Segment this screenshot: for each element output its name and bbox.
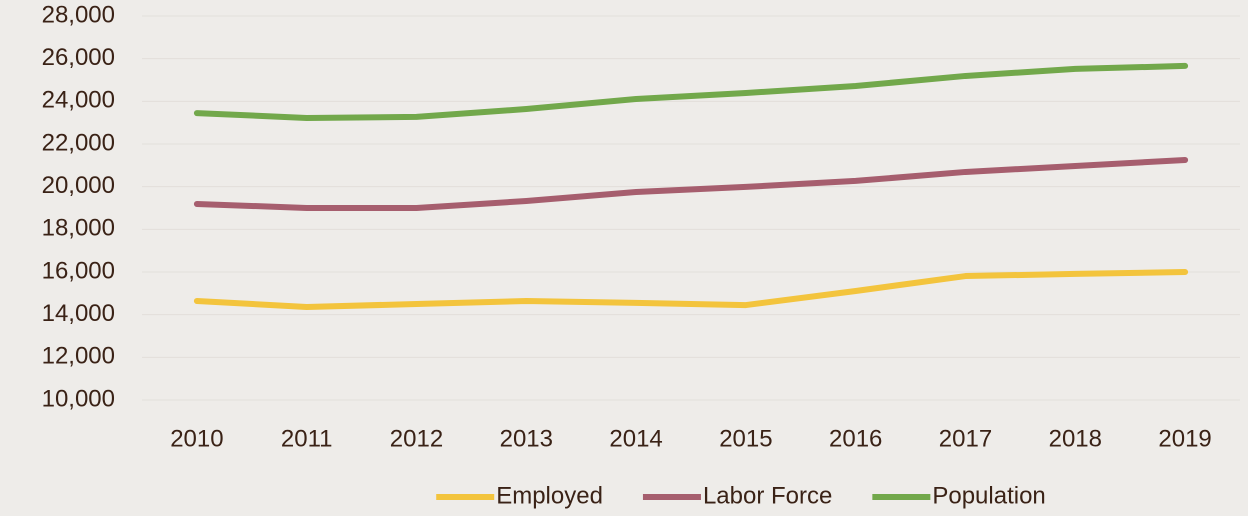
x-tick-label: 2015 [719,425,772,452]
x-tick-label: 2013 [500,425,553,452]
legend: Employed Labor Force Population [436,482,1046,509]
y-tick-label: 24,000 [42,87,115,114]
y-tick-label: 18,000 [42,215,115,242]
y-tick-label: 28,000 [42,1,115,28]
x-tick-label: 2011 [281,425,333,452]
legend-label: Labor Force [703,482,832,509]
legend-label: Population [932,482,1045,509]
x-tick-label: 2012 [390,425,443,452]
y-tick-label: 14,000 [42,300,115,327]
y-tick-label: 26,000 [42,44,115,71]
y-tick-label: 20,000 [42,172,115,199]
x-tick-label: 2010 [170,425,223,452]
y-tick-label: 16,000 [42,257,115,284]
y-tick-label: 12,000 [42,343,115,370]
x-tick-label: 2014 [609,425,662,452]
y-tick-label: 10,000 [42,385,115,412]
series-line [193,62,1189,121]
series-line [193,157,1189,211]
x-tick-label: 2018 [1049,425,1102,452]
legend-label: Employed [496,482,603,509]
y-tick-label: 22,000 [42,129,115,156]
series-line [193,269,1189,310]
x-tick-label: 2019 [1158,425,1211,452]
x-tick-label: 2016 [829,425,882,452]
x-tick-label: 2017 [939,425,992,452]
